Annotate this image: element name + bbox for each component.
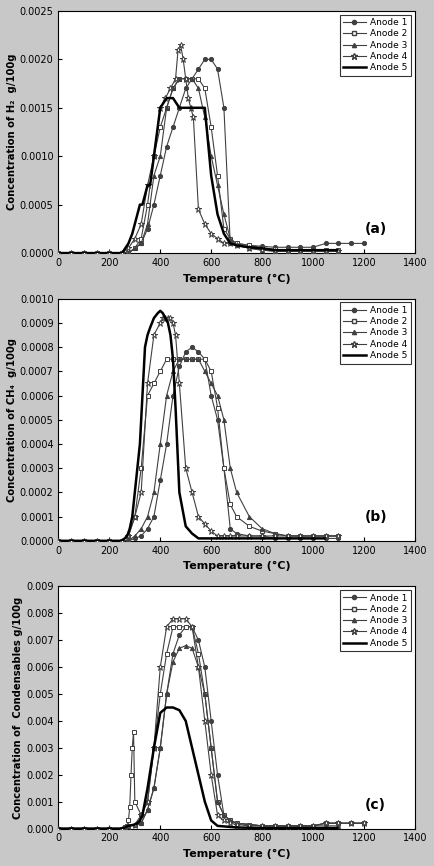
Legend: Anode 1, Anode 2, Anode 3, Anode 4, Anode 5: Anode 1, Anode 2, Anode 3, Anode 4, Anod… bbox=[339, 302, 411, 364]
Legend: Anode 1, Anode 2, Anode 3, Anode 4, Anode 5: Anode 1, Anode 2, Anode 3, Anode 4, Anod… bbox=[339, 590, 411, 651]
Legend: Anode 1, Anode 2, Anode 3, Anode 4, Anode 5: Anode 1, Anode 2, Anode 3, Anode 4, Anod… bbox=[339, 15, 411, 76]
Y-axis label: Concentration of CH₄  g/100g: Concentration of CH₄ g/100g bbox=[7, 338, 17, 501]
Text: (c): (c) bbox=[365, 798, 386, 811]
Y-axis label: Concentration of H₂  g/100g: Concentration of H₂ g/100g bbox=[7, 54, 17, 210]
Text: (b): (b) bbox=[365, 510, 388, 524]
Y-axis label: Concentration of  Condensables g/100g: Concentration of Condensables g/100g bbox=[13, 597, 23, 818]
X-axis label: Temperature (°C): Temperature (°C) bbox=[183, 274, 290, 283]
X-axis label: Temperature (°C): Temperature (°C) bbox=[183, 561, 290, 572]
X-axis label: Temperature (°C): Temperature (°C) bbox=[183, 849, 290, 859]
Text: (a): (a) bbox=[365, 223, 387, 236]
